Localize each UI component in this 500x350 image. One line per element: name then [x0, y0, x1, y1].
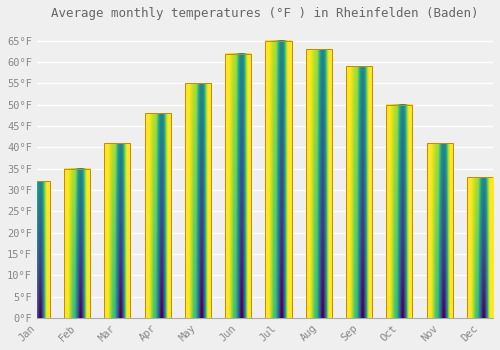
Bar: [64, 169, 90, 318]
Bar: [64, 169, 90, 318]
Bar: [467, 177, 493, 318]
Bar: [104, 143, 130, 318]
Bar: [306, 49, 332, 318]
Bar: [426, 143, 453, 318]
Bar: [386, 105, 412, 318]
Bar: [346, 66, 372, 318]
Title: Average monthly temperatures (°F ) in Rheinfelden (Baden): Average monthly temperatures (°F ) in Rh…: [51, 7, 478, 20]
Bar: [225, 54, 252, 318]
Bar: [386, 105, 412, 318]
Bar: [24, 182, 50, 318]
Bar: [467, 177, 493, 318]
Bar: [346, 66, 372, 318]
Bar: [144, 113, 171, 318]
Bar: [266, 41, 291, 318]
Bar: [104, 143, 130, 318]
Bar: [426, 143, 453, 318]
Bar: [225, 54, 252, 318]
Bar: [185, 83, 211, 318]
Bar: [185, 83, 211, 318]
Bar: [266, 41, 291, 318]
Bar: [144, 113, 171, 318]
Bar: [24, 182, 50, 318]
Bar: [306, 49, 332, 318]
